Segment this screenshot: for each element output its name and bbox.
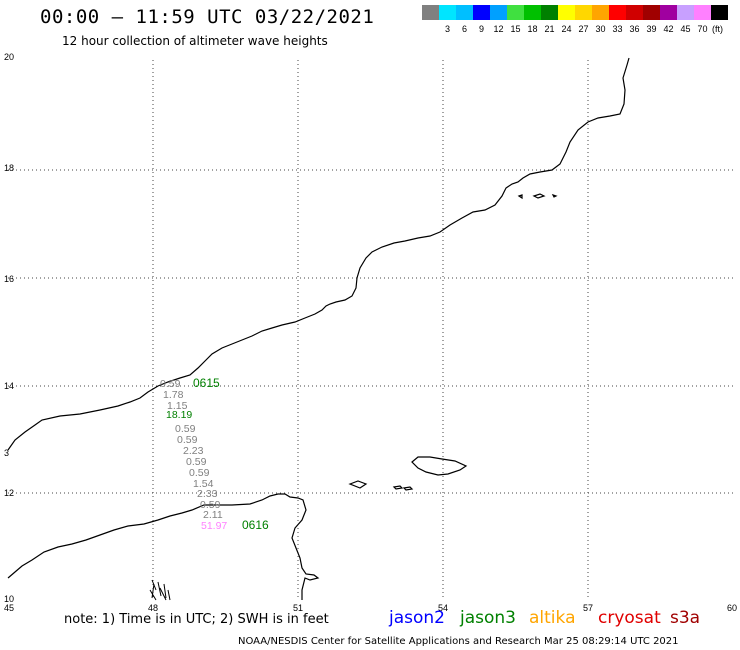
- colorbar-swatch: [626, 5, 643, 20]
- track-value: 2.33: [197, 488, 218, 500]
- track-value: 2.23: [183, 445, 204, 457]
- colorbar-swatch: [422, 5, 439, 20]
- x-tick-54: 54: [438, 603, 448, 613]
- satellite-legend-cryosat: cryosat: [598, 608, 661, 628]
- colorbar-label: 45: [680, 24, 690, 34]
- track-value: 2.11: [203, 509, 223, 521]
- x-tick-48: 48: [148, 603, 158, 613]
- colorbar-swatch: [677, 5, 694, 20]
- units-note: note: 1) Time is in UTC; 2) SWH is in fe…: [64, 612, 329, 627]
- colorbar-swatch: [439, 5, 456, 20]
- y-tick-14: 14: [4, 381, 14, 391]
- socotra-island: [411, 456, 468, 476]
- satellite-track: 0.591.781.1518.190.590.592.230.590.591.5…: [160, 376, 269, 532]
- track-value: 0.59: [200, 499, 221, 511]
- track-value: 0.59: [175, 423, 196, 435]
- x-tick-57: 57: [583, 603, 593, 613]
- satellite-legend-s3a: s3a: [670, 608, 701, 628]
- colorbar-label: 39: [646, 24, 656, 34]
- credit-line: NOAA/NESDIS Center for Satellite Applica…: [238, 636, 679, 647]
- colorbar-swatch: [575, 5, 592, 20]
- x-tick-60: 60: [727, 603, 737, 613]
- colorbar-label: 21: [544, 24, 554, 34]
- satellite-legend-jason3: jason3: [460, 608, 516, 628]
- colorbar-label: 15: [510, 24, 520, 34]
- gridlines: [8, 60, 733, 600]
- colorbar-swatch: [456, 5, 473, 20]
- colorbar-swatch: [473, 5, 490, 20]
- colorbar-unit: (ft): [712, 24, 723, 34]
- colorbar-label: 12: [493, 24, 503, 34]
- track-time-label: 0615: [193, 376, 220, 390]
- colorbar-swatch: [558, 5, 575, 20]
- colorbar-label: 3: [445, 24, 450, 34]
- small-island-1: [348, 480, 368, 489]
- small-island-3: [402, 486, 414, 491]
- shoal-marks: [149, 579, 171, 601]
- track-value: 0.59: [160, 378, 181, 390]
- red-sea-island-1: [517, 194, 523, 200]
- colorbar-swatch: [694, 5, 711, 20]
- colorbar-swatch: [490, 5, 507, 20]
- track-value: 1.54: [193, 478, 214, 490]
- colorbar-label: 70: [697, 24, 707, 34]
- y-tick-18: 18: [4, 163, 14, 173]
- somali-coastline: [7, 493, 320, 600]
- colorbar-swatch: [541, 5, 558, 20]
- track-value: 1.78: [163, 389, 184, 401]
- map-title: 00:00 – 11:59 UTC 03/22/2021: [40, 6, 375, 28]
- y-tick-12: 12: [4, 488, 14, 498]
- colorbar-label: 9: [479, 24, 484, 34]
- arabian-coastline: [7, 57, 630, 451]
- colorbar-label: 24: [561, 24, 571, 34]
- colorbar-swatch: [507, 5, 524, 20]
- red-sea-island-3: [551, 193, 558, 198]
- colorbar-swatch: [643, 5, 660, 20]
- wave-height-color-legend: 3 6 9 12 15 18 21 24 27 30 33 36 39 42 45 70 (ft): [422, 5, 728, 34]
- track-value: 51.97: [201, 520, 227, 532]
- colorbar-label: 6: [462, 24, 467, 34]
- colorbar-swatch: [592, 5, 609, 20]
- track-value: 18.19: [166, 409, 192, 421]
- satellite-legend-jason2: jason2: [389, 608, 445, 628]
- colorbar-swatch: [711, 5, 728, 20]
- colorbar-label: 33: [612, 24, 622, 34]
- track-value: 0.59: [177, 434, 198, 446]
- track-value: 0.59: [189, 467, 210, 479]
- x-tick-45: 45: [4, 603, 14, 613]
- colorbar-swatch: [609, 5, 626, 20]
- colorbar-swatch: [660, 5, 677, 20]
- track-value: 1.15: [167, 400, 188, 412]
- red-sea-island-2: [532, 193, 546, 199]
- satellite-legend-altika: altika: [529, 608, 576, 628]
- colorbar-label: 42: [663, 24, 673, 34]
- colorbar-label: 30: [595, 24, 605, 34]
- colorbar-label: 36: [629, 24, 639, 34]
- x-tick-51: 51: [293, 603, 303, 613]
- track-value: 0.59: [186, 456, 207, 468]
- y-side-label: 3: [4, 448, 9, 458]
- coastlines: [7, 57, 630, 601]
- y-tick-10: 10: [4, 594, 14, 604]
- colorbar-label: 27: [578, 24, 588, 34]
- track-time-label: 0616: [242, 518, 269, 532]
- y-tick-20: 20: [4, 52, 14, 62]
- y-tick-16: 16: [4, 274, 14, 284]
- colorbar-swatch: [524, 5, 541, 20]
- map-subtitle: 12 hour collection of altimeter wave hei…: [62, 34, 328, 48]
- small-island-2: [392, 485, 404, 490]
- colorbar-label: 18: [527, 24, 537, 34]
